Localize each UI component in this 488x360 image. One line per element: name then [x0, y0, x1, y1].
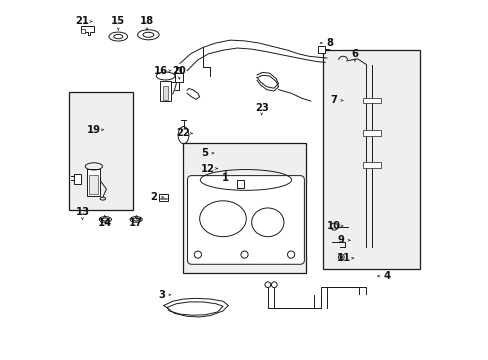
Bar	[159, 194, 168, 201]
Bar	[86, 169, 100, 196]
Bar	[362, 98, 380, 103]
Text: 22: 22	[176, 129, 189, 138]
Text: 9: 9	[337, 235, 344, 245]
Bar	[176, 67, 181, 73]
Text: 8: 8	[325, 38, 333, 48]
Bar	[183, 143, 305, 273]
Bar	[81, 30, 85, 33]
Text: 7: 7	[329, 95, 336, 105]
Bar	[89, 175, 98, 194]
Text: 16: 16	[154, 66, 168, 76]
Text: 3: 3	[158, 290, 164, 300]
Bar	[175, 73, 183, 82]
Text: 15: 15	[111, 17, 125, 27]
Bar	[74, 174, 81, 184]
Text: 6: 6	[351, 49, 358, 59]
Text: 14: 14	[97, 218, 112, 228]
Text: 21: 21	[75, 17, 89, 27]
Text: 5: 5	[201, 148, 207, 158]
Text: 23: 23	[254, 103, 268, 113]
Text: 4: 4	[383, 271, 390, 281]
Bar	[160, 81, 170, 101]
Text: 18: 18	[140, 17, 154, 27]
Text: 17: 17	[129, 218, 143, 228]
Bar	[69, 92, 132, 211]
Text: 1: 1	[222, 173, 229, 183]
FancyBboxPatch shape	[187, 176, 304, 264]
Text: 2: 2	[150, 192, 157, 202]
Bar	[317, 45, 325, 53]
Bar	[237, 180, 244, 188]
Bar	[362, 130, 380, 135]
Text: 10: 10	[326, 221, 340, 231]
Bar	[322, 50, 419, 269]
Circle shape	[340, 256, 342, 258]
Text: 12: 12	[201, 163, 215, 174]
Text: 19: 19	[87, 125, 101, 135]
Text: 20: 20	[172, 66, 186, 76]
Bar	[163, 86, 167, 100]
Text: 13: 13	[75, 207, 89, 217]
Bar	[362, 162, 380, 168]
Text: 11: 11	[336, 253, 350, 263]
